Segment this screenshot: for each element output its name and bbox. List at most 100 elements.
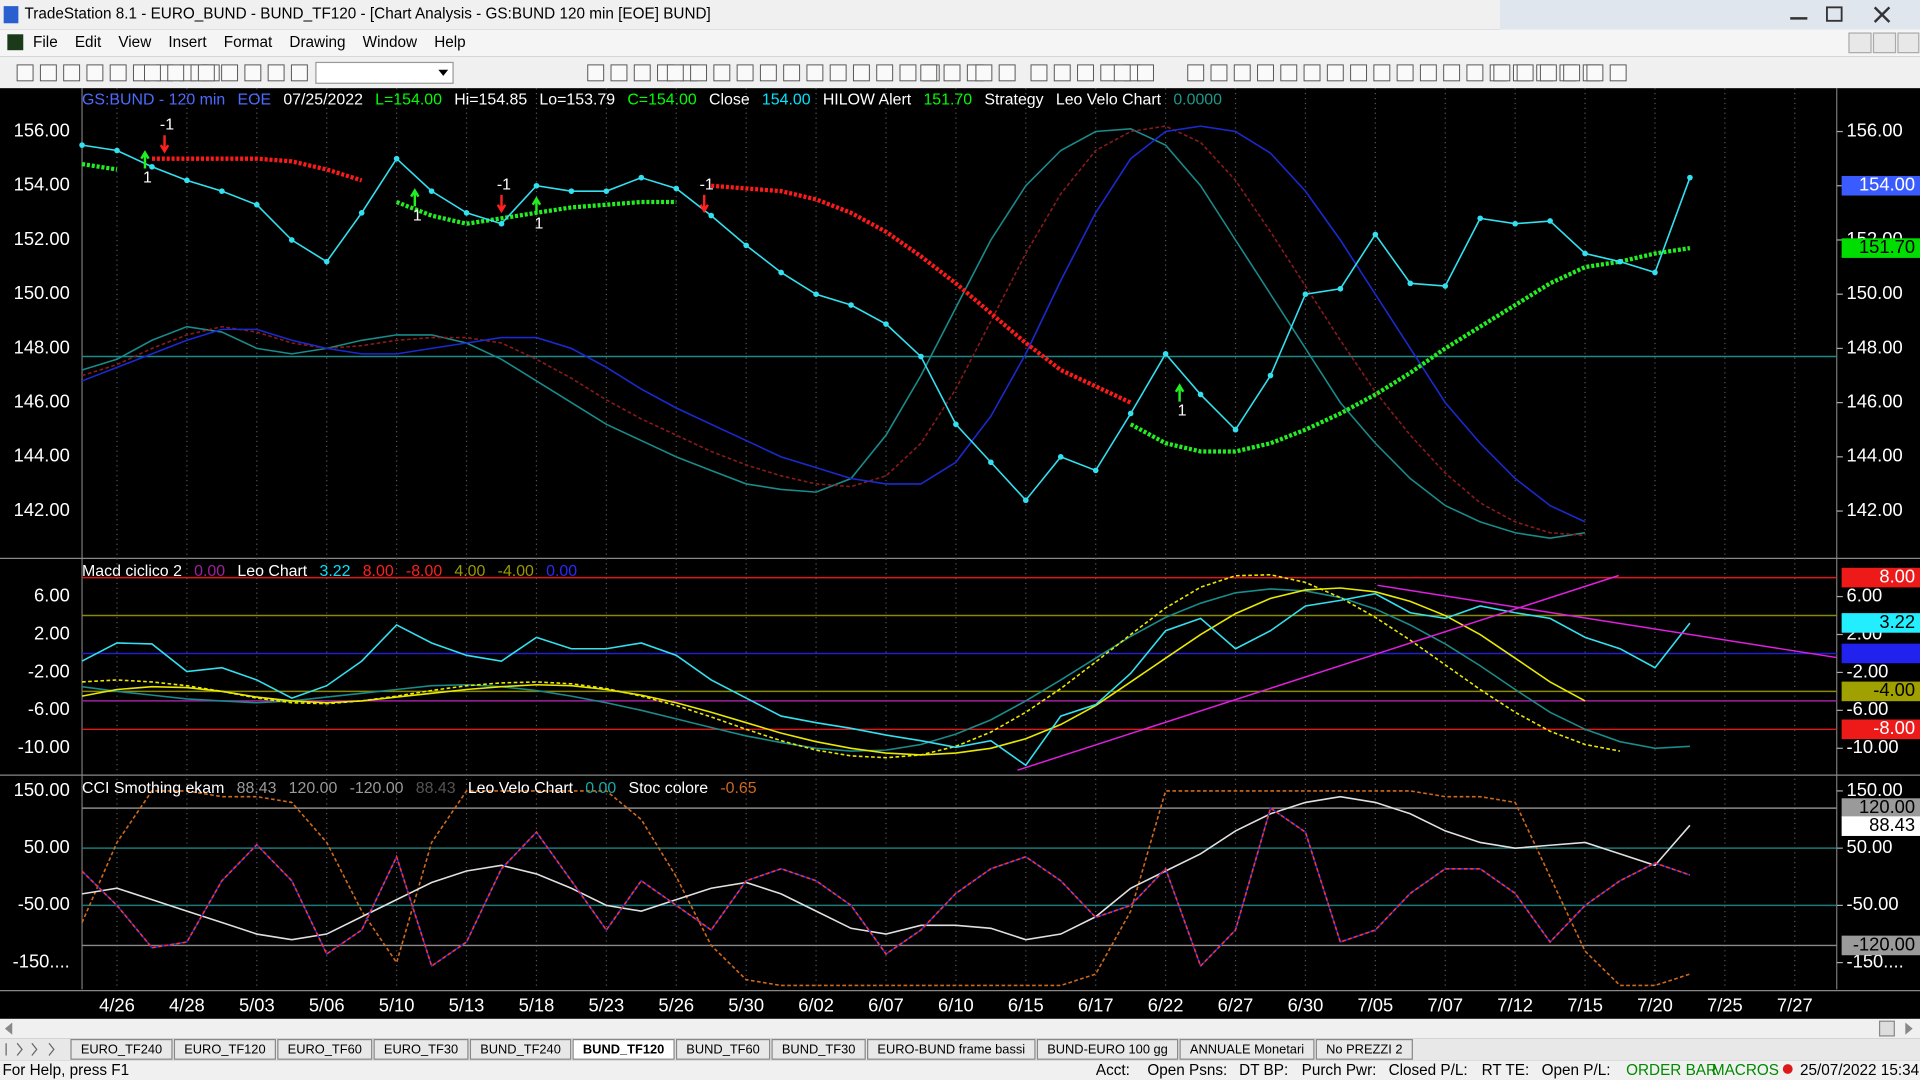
tab[interactable]: BUND_TF240 [469,1038,572,1060]
tab[interactable]: EURO-BUND frame bassi [867,1038,1036,1060]
tool-icon[interactable] [1396,64,1414,82]
tool-icon[interactable] [998,64,1016,82]
tab-label[interactable]: EURO_TF120 [184,1041,265,1056]
menu-item[interactable]: Drawing [289,34,345,51]
scroll-right[interactable] [1905,1022,1913,1035]
tab-label[interactable]: EURO_TF240 [81,1041,162,1056]
tool-icon[interactable] [109,64,127,82]
mdi-restore[interactable] [1872,32,1897,54]
tool-icon[interactable] [86,64,104,82]
tool-icon[interactable] [1137,64,1154,82]
menu-item[interactable]: File [33,34,58,51]
tool-icon[interactable] [1443,64,1461,82]
tool-icon[interactable] [144,64,161,82]
tool-icon[interactable] [690,64,708,82]
tab-background[interactable] [867,1038,1036,1060]
tab[interactable]: BUND_TF120 [572,1038,675,1060]
tool-icon[interactable] [899,64,917,82]
tool-icon[interactable] [1280,64,1298,82]
tab-background[interactable] [1179,1038,1315,1060]
tab-label[interactable]: BUND_TF120 [583,1041,664,1056]
tab[interactable]: EURO_TF60 [277,1038,373,1060]
tab-background[interactable] [373,1038,469,1060]
tool-icon[interactable] [587,64,605,82]
tab-label[interactable]: EURO_TF30 [384,1041,458,1056]
tab-background[interactable] [771,1038,866,1060]
tab[interactable]: EURO_TF30 [373,1038,469,1060]
tool-icon[interactable] [736,64,754,82]
tab[interactable]: ANNUALE Monetari [1179,1038,1315,1060]
tool-icon[interactable] [16,64,34,82]
tab[interactable]: No PREZZI 2 [1315,1038,1413,1060]
tab[interactable]: EURO_TF120 [173,1038,277,1060]
tool-icon[interactable] [1609,64,1627,82]
tab-label[interactable]: BUND_TF60 [686,1041,760,1056]
tool-icon[interactable] [1586,64,1604,82]
tool-icon[interactable] [1326,64,1344,82]
tool-icon[interactable] [1053,64,1071,82]
tool-icon[interactable] [633,64,651,82]
tool-icon[interactable] [1233,64,1251,82]
tool-icon[interactable] [1419,64,1437,82]
tab-label[interactable]: BUND_TF30 [782,1041,856,1056]
tab[interactable]: BUND_TF60 [675,1038,771,1060]
tool-icon[interactable] [1257,64,1274,82]
tab-label[interactable]: No PREZZI 2 [1326,1041,1402,1056]
tool-icon[interactable] [783,64,801,82]
menu-item[interactable]: View [118,34,152,51]
tool-icon[interactable] [1373,64,1391,82]
tool-icon[interactable] [1493,64,1511,82]
h-scrollbar[interactable] [0,1018,1920,1039]
menu-item[interactable]: Help [434,34,465,51]
tool-icon[interactable] [1516,64,1534,82]
tool-icon[interactable] [1030,64,1048,82]
tab-background[interactable] [572,1038,675,1060]
symbol-dropdown[interactable] [315,61,454,84]
tool-icon[interactable] [1563,64,1581,82]
tool-icon[interactable] [1466,64,1484,82]
tab-background[interactable] [1036,1038,1179,1060]
tab-label[interactable]: EURO-BUND frame bassi [877,1041,1025,1056]
tool-icon[interactable] [290,64,308,82]
tool-icon[interactable] [1539,64,1557,82]
tab-background[interactable] [1315,1038,1413,1060]
tab-background[interactable] [469,1038,572,1060]
tool-icon[interactable] [920,64,938,82]
tab-label[interactable]: BUND-EURO 100 gg [1047,1041,1168,1056]
tool-icon[interactable] [1187,64,1205,82]
tool-icon[interactable] [167,64,185,82]
tab-background[interactable] [675,1038,771,1060]
tab-background[interactable] [173,1038,277,1060]
tab-background[interactable] [70,1038,173,1060]
menu-item[interactable]: Insert [168,34,207,51]
scroll-left[interactable] [4,1022,13,1035]
tool-icon[interactable] [1077,64,1094,82]
tool-icon[interactable] [713,64,731,82]
tab-nav[interactable] [31,1042,38,1056]
tab-label[interactable]: ANNUALE Monetari [1190,1041,1304,1056]
tool-icon[interactable] [829,64,847,82]
tool-icon[interactable] [197,64,215,82]
tab[interactable]: BUND-EURO 100 gg [1036,1038,1179,1060]
menu-item[interactable]: Window [363,34,418,51]
tab-nav[interactable] [16,1042,23,1056]
tab-nav[interactable] [48,1042,55,1056]
tool-icon[interactable] [39,64,57,82]
window-controls[interactable] [1790,6,1891,23]
tool-icon[interactable] [975,64,993,82]
tab-background[interactable] [277,1038,373,1060]
tool-icon[interactable] [876,64,894,82]
tool-icon[interactable] [1113,64,1131,82]
mdi-close[interactable] [1897,32,1920,54]
tab-label[interactable]: EURO_TF60 [288,1041,362,1056]
tool-icon[interactable] [943,64,961,82]
tool-icon[interactable] [1210,64,1228,82]
menu-item[interactable]: Edit [75,34,102,51]
tool-icon[interactable] [244,64,262,82]
menu-item[interactable]: Format [224,34,273,51]
tab[interactable]: BUND_TF30 [771,1038,866,1060]
tool-icon[interactable] [806,64,824,82]
tool-icon[interactable] [852,64,870,82]
tool-icon[interactable] [610,64,628,82]
maximize[interactable] [1826,6,1843,22]
